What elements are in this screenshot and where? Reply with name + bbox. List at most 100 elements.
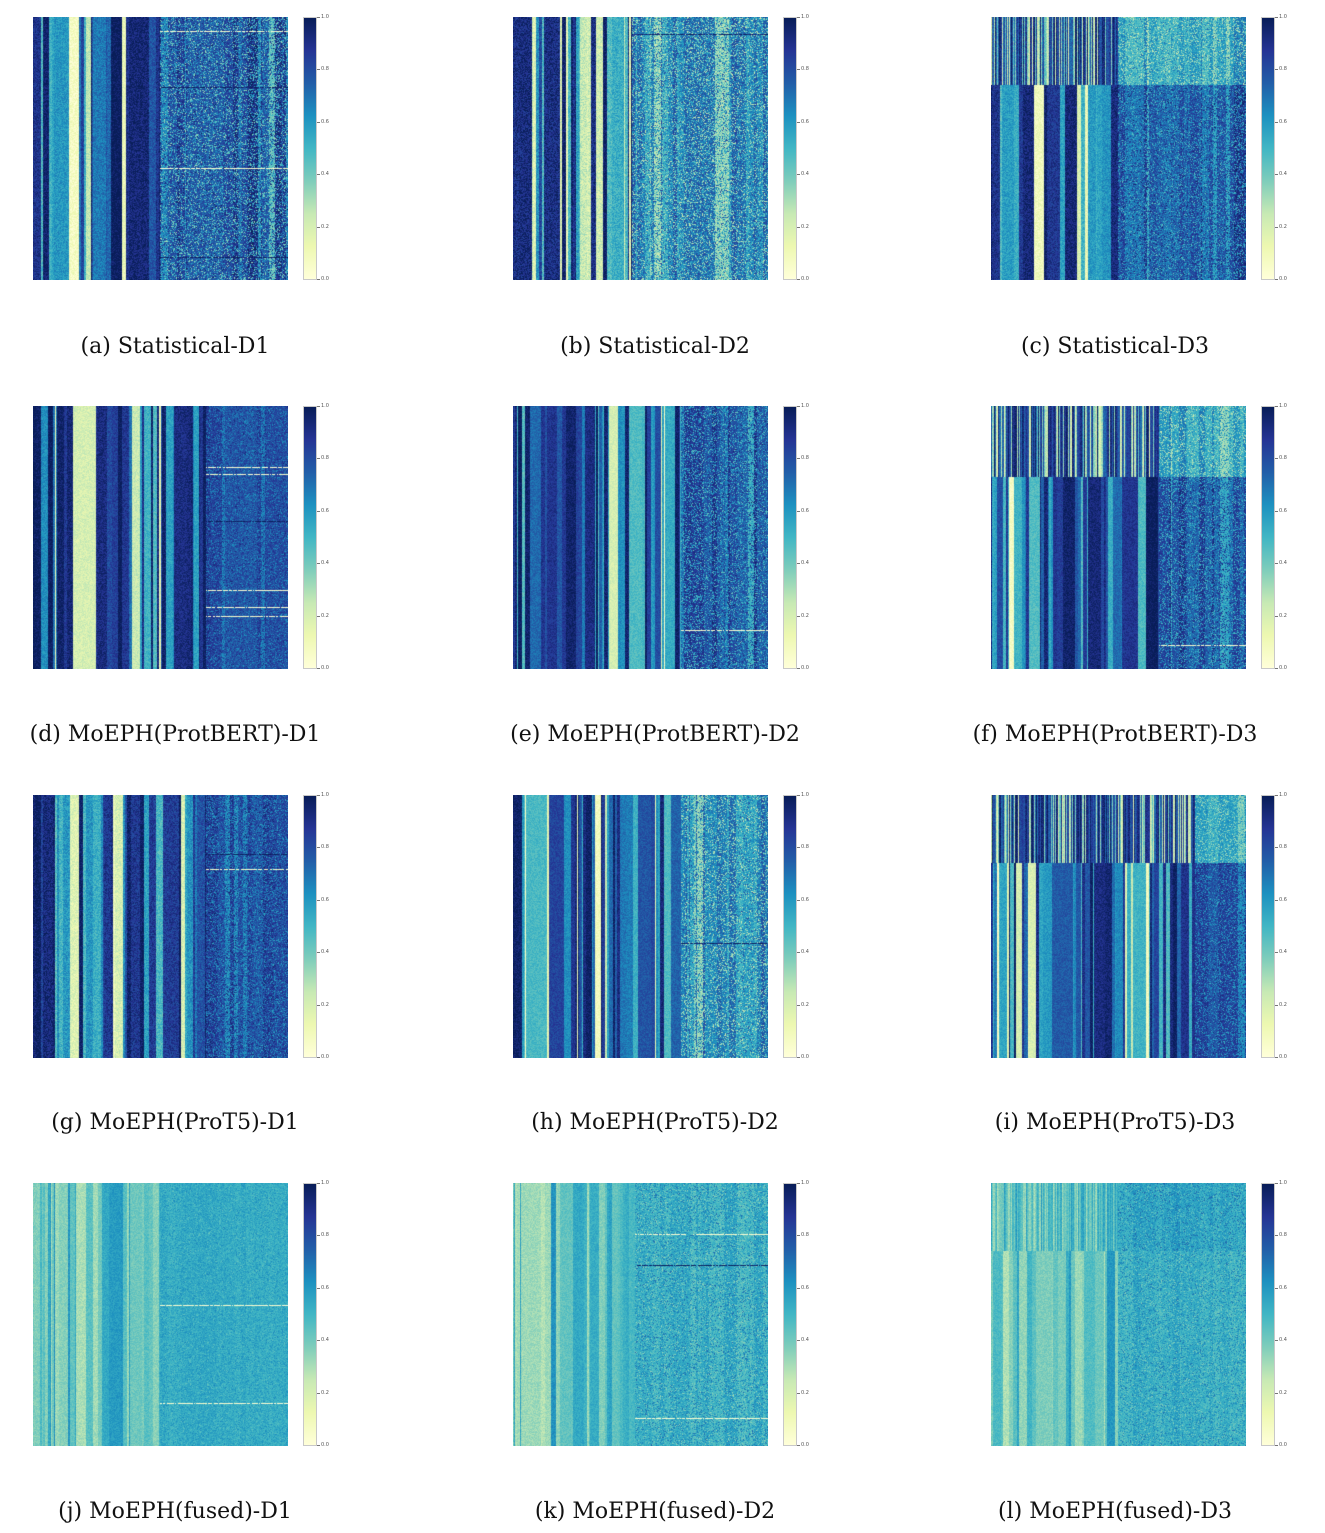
colorbar-tick-label: 0.8 (801, 66, 809, 73)
colorbar-tick-label: 0.6 (321, 118, 329, 125)
colorbar-tick-mark (797, 406, 800, 407)
colorbar-tick-mark (1275, 510, 1278, 512)
colorbar-tick-label: 1.0 (1279, 792, 1287, 798)
subfigure-caption-l: (l) MoEPH(fused)-D3 (998, 1499, 1232, 1524)
colorbar-tick-label: 1.0 (801, 792, 809, 798)
colorbar-tick-mark (797, 952, 800, 954)
colorbar-tick-mark (1275, 795, 1278, 796)
colorbar-tick-label: 0.8 (1279, 1232, 1287, 1239)
colorbar-tick-mark (1275, 1392, 1278, 1394)
heatmap-l (991, 1183, 1246, 1446)
colorbar-b (783, 17, 797, 280)
colorbar-tick-label: 0.8 (801, 455, 809, 462)
subfigure-caption-g: (g) MoEPH(ProT5)-D1 (51, 1110, 299, 1135)
heatmap-f (991, 406, 1246, 669)
colorbar-tick-mark (1275, 1340, 1278, 1342)
colorbar-tick-label: 0.2 (801, 1389, 809, 1396)
colorbar-tick-label: 0.6 (321, 896, 329, 903)
colorbar-tick-label: 0.2 (1279, 1389, 1287, 1396)
colorbar-tick-mark (317, 69, 320, 71)
colorbar-tick-label: 0.6 (321, 507, 329, 514)
subfigure-caption-i: (i) MoEPH(ProT5)-D3 (994, 1110, 1236, 1135)
colorbar-tick-mark (797, 279, 800, 280)
colorbar-tick-label: 0.6 (1279, 896, 1287, 903)
colorbar-tick-mark (317, 226, 320, 228)
colorbar-tick-mark (797, 615, 800, 617)
colorbar-tick-label: 0.6 (801, 1284, 809, 1291)
subfigure-caption-h: (h) MoEPH(ProT5)-D2 (531, 1110, 779, 1135)
colorbar-tick-mark (797, 1287, 800, 1289)
colorbar-tick-mark (317, 899, 320, 901)
colorbar-tick-mark (797, 121, 800, 123)
colorbar-tick-mark (1275, 69, 1278, 71)
colorbar-tick-mark (797, 899, 800, 901)
colorbar-tick-label: 0.6 (801, 896, 809, 903)
colorbar-tick-mark (797, 1445, 800, 1446)
colorbar-tick-mark (797, 17, 800, 18)
colorbar-e (783, 406, 797, 669)
colorbar-c (1261, 17, 1275, 280)
colorbar-tick-label: 0.4 (801, 1337, 809, 1344)
colorbar-tick-mark (1275, 615, 1278, 617)
colorbar-tick-mark (1275, 563, 1278, 565)
colorbar-tick-mark (317, 1057, 320, 1058)
colorbar-tick-mark (317, 795, 320, 796)
colorbar-tick-mark (797, 174, 800, 176)
colorbar-tick-mark (1275, 1445, 1278, 1446)
colorbar-tick-label: 0.2 (321, 1001, 329, 1008)
colorbar-tick-mark (797, 510, 800, 512)
heatmap-g (33, 795, 288, 1058)
colorbar-tick-mark (1275, 121, 1278, 123)
colorbar-tick-label: 0.4 (1279, 560, 1287, 567)
colorbar-tick-mark (1275, 406, 1278, 407)
colorbar-tick-label: 0.0 (1279, 276, 1287, 282)
heatmap-a (33, 17, 288, 280)
colorbar-tick-mark (317, 406, 320, 407)
colorbar-tick-mark (317, 1183, 320, 1184)
heatmap-d (33, 406, 288, 669)
heatmap-c (991, 17, 1246, 280)
colorbar-tick-mark (797, 847, 800, 849)
colorbar-tick-label: 0.0 (1279, 665, 1287, 671)
colorbar-tick-mark (797, 1392, 800, 1394)
colorbar-tick-label: 0.6 (321, 1284, 329, 1291)
colorbar-tick-label: 0.6 (801, 118, 809, 125)
colorbar-tick-mark (797, 1183, 800, 1184)
colorbar-tick-label: 0.2 (1279, 612, 1287, 619)
colorbar-tick-label: 0.4 (1279, 171, 1287, 178)
colorbar-tick-mark (1275, 279, 1278, 280)
heatmap-h (513, 795, 768, 1058)
colorbar-tick-mark (1275, 226, 1278, 228)
colorbar-tick-mark (1275, 1183, 1278, 1184)
colorbar-i (1261, 795, 1275, 1058)
colorbar-tick-label: 0.2 (801, 1001, 809, 1008)
colorbar-tick-mark (1275, 17, 1278, 18)
colorbar-tick-mark (797, 1057, 800, 1058)
colorbar-tick-label: 0.4 (1279, 1337, 1287, 1344)
colorbar-tick-label: 0.2 (801, 223, 809, 230)
heatmap-i (991, 795, 1246, 1058)
colorbar-tick-label: 0.0 (321, 1054, 329, 1060)
colorbar-tick-label: 0.0 (801, 1054, 809, 1060)
colorbar-tick-mark (317, 17, 320, 18)
colorbar-tick-label: 1.0 (321, 403, 329, 409)
colorbar-g (303, 795, 317, 1058)
colorbar-tick-mark (797, 795, 800, 796)
colorbar-tick-label: 0.2 (801, 612, 809, 619)
subfigure-caption-f: (f) MoEPH(ProtBERT)-D3 (972, 722, 1258, 747)
colorbar-tick-label: 0.0 (801, 665, 809, 671)
colorbar-tick-label: 1.0 (321, 792, 329, 798)
colorbar-tick-mark (797, 668, 800, 669)
colorbar-tick-mark (317, 1392, 320, 1394)
colorbar-tick-mark (317, 121, 320, 123)
colorbar-tick-mark (797, 1004, 800, 1006)
subfigure-caption-b: (b) Statistical-D2 (560, 334, 750, 359)
colorbar-tick-label: 0.0 (1279, 1442, 1287, 1448)
colorbar-tick-label: 1.0 (1279, 1180, 1287, 1186)
colorbar-h (783, 795, 797, 1058)
colorbar-tick-label: 0.4 (1279, 949, 1287, 956)
colorbar-tick-mark (1275, 458, 1278, 460)
colorbar-tick-label: 1.0 (1279, 403, 1287, 409)
colorbar-tick-mark (317, 1235, 320, 1237)
colorbar-tick-label: 1.0 (1279, 14, 1287, 20)
